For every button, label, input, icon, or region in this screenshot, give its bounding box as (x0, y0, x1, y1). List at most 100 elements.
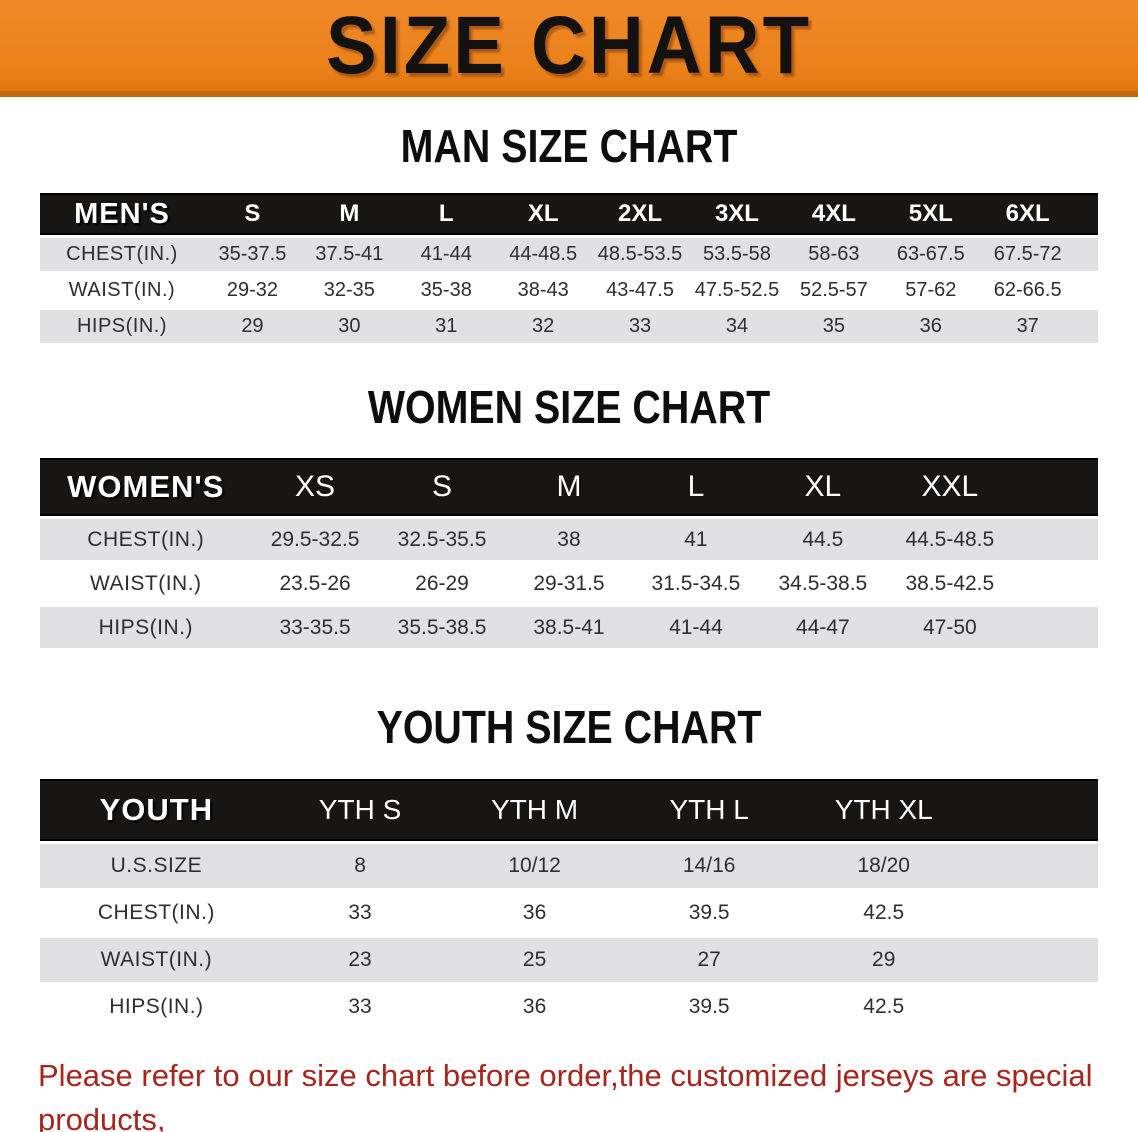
value-cell: 43-47.5 (591, 274, 689, 307)
men-section-heading: MAN SIZE CHART (400, 119, 738, 173)
value-cell: 38.5-41 (505, 607, 633, 648)
row-label-cell: CHEST(IN.) (40, 238, 204, 271)
spacer-cell (1076, 238, 1098, 271)
value-cell: 53.5-58 (688, 238, 786, 271)
value-cell: 67.5-72 (979, 238, 1077, 271)
youth-col-s: YTH S (272, 779, 448, 841)
women-col-xs: XS (251, 458, 379, 516)
men-col-l: L (397, 193, 495, 235)
men-col-xl: XL (494, 193, 592, 235)
value-cell: 33 (272, 985, 448, 1029)
value-cell: 47-50 (886, 607, 1014, 648)
men-col-6xl: 6XL (979, 193, 1077, 235)
women-chest-row: CHEST(IN.) 29.5-32.5 32.5-35.5 38 41 44.… (40, 519, 1098, 560)
men-col-m: M (300, 193, 398, 235)
value-cell: 36 (882, 310, 980, 343)
spacer-cell (1013, 458, 1098, 516)
value-cell: 41 (632, 519, 760, 560)
value-cell: 26-29 (378, 563, 506, 604)
spacer-cell (1076, 310, 1098, 343)
value-cell: 30 (300, 310, 398, 343)
value-cell: 32.5-35.5 (378, 519, 506, 560)
youth-chest-row: CHEST(IN.) 33 36 39.5 42.5 (40, 891, 1098, 935)
value-cell: 44.5-48.5 (886, 519, 1014, 560)
value-cell: 41-44 (632, 607, 760, 648)
spacer-cell (971, 844, 1098, 888)
women-col-xl: XL (759, 458, 887, 516)
value-cell: 27 (621, 938, 797, 982)
disclaimer-line-1: Please refer to our size chart before or… (38, 1058, 1093, 1132)
men-col-4xl: 4XL (785, 193, 883, 235)
men-col-5xl: 5XL (882, 193, 980, 235)
order-disclaimer: Please refer to our size chart before or… (38, 1054, 1138, 1132)
value-cell: 10/12 (447, 844, 622, 888)
value-cell: 32-35 (300, 274, 398, 307)
men-waist-row: WAIST(IN.) 29-32 32-35 35-38 38-43 43-47… (40, 274, 1098, 307)
men-header-row: MEN'S S M L XL 2XL 3XL 4XL 5XL 6XL (40, 193, 1098, 235)
youth-col-l: YTH L (621, 779, 797, 841)
youth-header-row: YOUTH YTH S YTH M YTH L YTH XL (40, 779, 1098, 841)
value-cell: 38-43 (494, 274, 592, 307)
value-cell: 31 (397, 310, 495, 343)
value-cell: 32 (494, 310, 592, 343)
women-hips-row: HIPS(IN.) 33-35.5 35.5-38.5 38.5-41 41-4… (40, 607, 1098, 648)
women-size-table: WOMEN'S XS S M L XL XXL CHEST(IN.) 29.5-… (40, 455, 1098, 651)
value-cell: 48.5-53.5 (591, 238, 689, 271)
value-cell: 33 (591, 310, 689, 343)
value-cell: 29-31.5 (505, 563, 633, 604)
value-cell: 29 (203, 310, 301, 343)
row-label-cell: WAIST(IN.) (40, 274, 204, 307)
women-col-m: M (505, 458, 633, 516)
value-cell: 25 (447, 938, 622, 982)
value-cell: 29.5-32.5 (251, 519, 379, 560)
spacer-cell (971, 779, 1098, 841)
value-cell: 39.5 (621, 985, 797, 1029)
youth-hips-row: HIPS(IN.) 33 36 39.5 42.5 (40, 985, 1098, 1029)
women-table-label: WOMEN'S (40, 458, 252, 516)
size-chart-banner: SIZE CHART (0, 0, 1138, 97)
value-cell: 63-67.5 (882, 238, 980, 271)
women-col-xxl: XXL (886, 458, 1014, 516)
row-label-cell: WAIST(IN.) (40, 938, 273, 982)
row-label-cell: U.S.SIZE (40, 844, 273, 888)
value-cell: 34.5-38.5 (759, 563, 887, 604)
value-cell: 58-63 (785, 238, 883, 271)
spacer-cell (1013, 519, 1098, 560)
women-section-heading: WOMEN SIZE CHART (367, 380, 771, 434)
value-cell: 35.5-38.5 (378, 607, 506, 648)
youth-col-xl: YTH XL (796, 779, 971, 841)
row-label-cell: HIPS(IN.) (40, 607, 252, 648)
spacer-cell (1076, 193, 1098, 235)
value-cell: 34 (688, 310, 786, 343)
value-cell: 42.5 (796, 891, 971, 935)
value-cell: 44-47 (759, 607, 887, 648)
value-cell: 42.5 (796, 985, 971, 1029)
spacer-cell (971, 891, 1098, 935)
spacer-cell (1013, 563, 1098, 604)
banner-title: SIZE CHART (326, 0, 812, 92)
men-size-table: MEN'S S M L XL 2XL 3XL 4XL 5XL 6XL CHEST… (40, 190, 1098, 346)
value-cell: 36 (447, 891, 622, 935)
row-label-cell: HIPS(IN.) (40, 985, 273, 1029)
value-cell: 38 (505, 519, 633, 560)
spacer-cell (971, 985, 1098, 1029)
men-hips-row: HIPS(IN.) 29 30 31 32 33 34 35 36 37 (40, 310, 1098, 343)
row-label-cell: CHEST(IN.) (40, 519, 252, 560)
value-cell: 37 (979, 310, 1077, 343)
value-cell: 39.5 (621, 891, 797, 935)
value-cell: 44.5 (759, 519, 887, 560)
men-table-label: MEN'S (40, 193, 204, 235)
value-cell: 52.5-57 (785, 274, 883, 307)
spacer-cell (971, 938, 1098, 982)
value-cell: 44-48.5 (494, 238, 592, 271)
value-cell: 29 (796, 938, 971, 982)
value-cell: 36 (447, 985, 622, 1029)
value-cell: 33-35.5 (251, 607, 379, 648)
youth-ussize-row: U.S.SIZE 8 10/12 14/16 18/20 (40, 844, 1098, 888)
spacer-cell (1013, 607, 1098, 648)
spacer-cell (1076, 274, 1098, 307)
men-col-3xl: 3XL (688, 193, 786, 235)
value-cell: 35 (785, 310, 883, 343)
row-label-cell: CHEST(IN.) (40, 891, 273, 935)
value-cell: 33 (272, 891, 448, 935)
